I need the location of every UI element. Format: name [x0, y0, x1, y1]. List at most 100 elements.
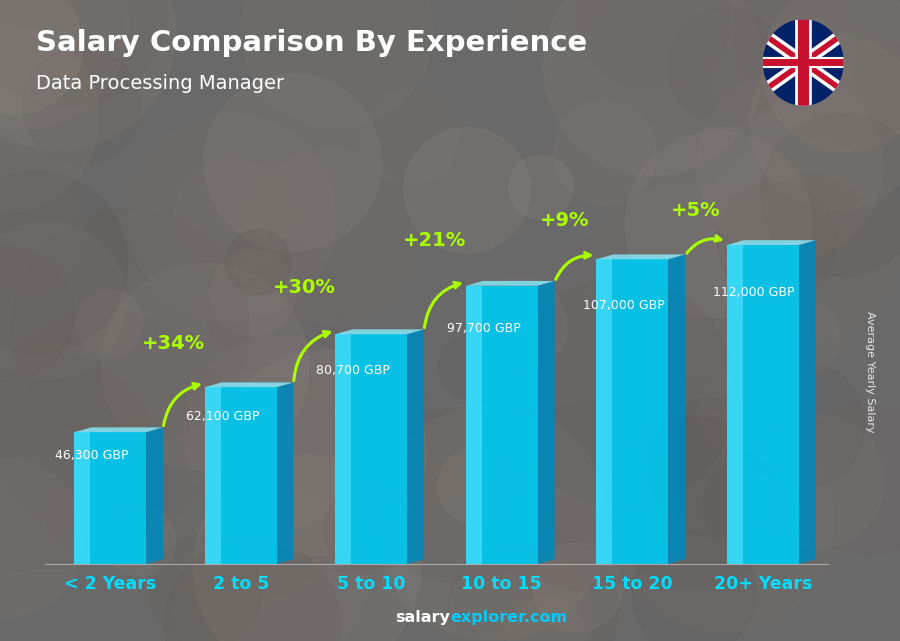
Circle shape: [750, 36, 900, 210]
Text: 97,700 GBP: 97,700 GBP: [447, 322, 521, 335]
Polygon shape: [205, 387, 276, 564]
Circle shape: [184, 337, 375, 528]
Polygon shape: [336, 334, 407, 564]
Polygon shape: [798, 240, 815, 564]
Text: 107,000 GBP: 107,000 GBP: [582, 299, 664, 312]
Circle shape: [373, 408, 549, 584]
Circle shape: [577, 0, 730, 92]
Circle shape: [632, 531, 756, 641]
Circle shape: [0, 0, 176, 149]
Text: +21%: +21%: [403, 231, 466, 250]
Polygon shape: [597, 254, 685, 259]
Circle shape: [204, 74, 382, 251]
Circle shape: [183, 487, 365, 641]
Circle shape: [102, 263, 309, 471]
Circle shape: [0, 24, 99, 212]
Text: salary: salary: [395, 610, 450, 625]
Circle shape: [508, 279, 736, 508]
Circle shape: [172, 533, 341, 641]
Circle shape: [205, 236, 343, 374]
Polygon shape: [466, 286, 537, 564]
Circle shape: [646, 398, 785, 537]
Circle shape: [544, 0, 763, 176]
Circle shape: [554, 238, 630, 315]
Polygon shape: [466, 286, 482, 564]
Circle shape: [703, 458, 796, 551]
Circle shape: [737, 360, 865, 488]
Polygon shape: [336, 334, 351, 564]
Circle shape: [699, 369, 782, 451]
Circle shape: [0, 246, 74, 381]
Polygon shape: [727, 245, 798, 564]
Circle shape: [220, 350, 427, 556]
Text: +30%: +30%: [273, 278, 336, 297]
Circle shape: [324, 486, 412, 574]
Circle shape: [494, 495, 607, 608]
Circle shape: [245, 362, 454, 572]
Polygon shape: [727, 240, 815, 245]
Circle shape: [697, 74, 882, 259]
Circle shape: [22, 47, 140, 165]
Circle shape: [511, 0, 596, 49]
Circle shape: [438, 447, 515, 524]
Polygon shape: [205, 387, 220, 564]
Circle shape: [701, 135, 900, 338]
Text: Data Processing Manager: Data Processing Manager: [36, 74, 284, 93]
Circle shape: [750, 414, 884, 548]
Polygon shape: [75, 432, 90, 564]
Circle shape: [0, 0, 83, 115]
Polygon shape: [75, 428, 163, 432]
Circle shape: [0, 310, 222, 540]
Polygon shape: [75, 432, 146, 564]
Circle shape: [0, 458, 84, 617]
Text: +34%: +34%: [142, 333, 205, 353]
Circle shape: [448, 546, 592, 641]
Circle shape: [534, 542, 623, 631]
Circle shape: [241, 0, 433, 128]
Circle shape: [76, 290, 143, 356]
Polygon shape: [276, 382, 293, 564]
Circle shape: [0, 0, 128, 129]
Circle shape: [811, 38, 900, 151]
Polygon shape: [597, 259, 668, 564]
Polygon shape: [537, 281, 554, 564]
Polygon shape: [407, 329, 424, 564]
Polygon shape: [727, 245, 742, 564]
Circle shape: [472, 278, 567, 373]
Polygon shape: [336, 329, 424, 334]
Circle shape: [507, 596, 585, 641]
Circle shape: [758, 297, 840, 379]
Circle shape: [761, 113, 900, 276]
Polygon shape: [146, 428, 163, 564]
Circle shape: [721, 392, 811, 483]
Text: 112,000 GBP: 112,000 GBP: [713, 287, 795, 299]
Circle shape: [585, 182, 784, 381]
Circle shape: [165, 537, 341, 641]
Circle shape: [374, 405, 609, 640]
Circle shape: [211, 251, 295, 336]
Circle shape: [509, 155, 573, 219]
Circle shape: [149, 536, 262, 641]
Circle shape: [175, 158, 291, 274]
Circle shape: [404, 128, 529, 253]
Text: 46,300 GBP: 46,300 GBP: [56, 449, 129, 462]
Circle shape: [194, 455, 420, 641]
Circle shape: [0, 0, 166, 108]
Polygon shape: [597, 259, 612, 564]
Polygon shape: [466, 281, 554, 286]
Circle shape: [244, 149, 418, 322]
Circle shape: [791, 405, 900, 554]
Text: Salary Comparison By Experience: Salary Comparison By Experience: [36, 29, 587, 57]
Circle shape: [0, 222, 125, 379]
Circle shape: [122, 367, 356, 602]
Circle shape: [0, 175, 86, 292]
Circle shape: [668, 8, 786, 125]
Circle shape: [225, 229, 291, 295]
Circle shape: [46, 481, 113, 549]
Circle shape: [363, 90, 458, 186]
Circle shape: [0, 351, 158, 574]
Polygon shape: [205, 382, 293, 387]
Circle shape: [607, 417, 779, 588]
Circle shape: [705, 0, 857, 131]
Circle shape: [492, 403, 681, 592]
